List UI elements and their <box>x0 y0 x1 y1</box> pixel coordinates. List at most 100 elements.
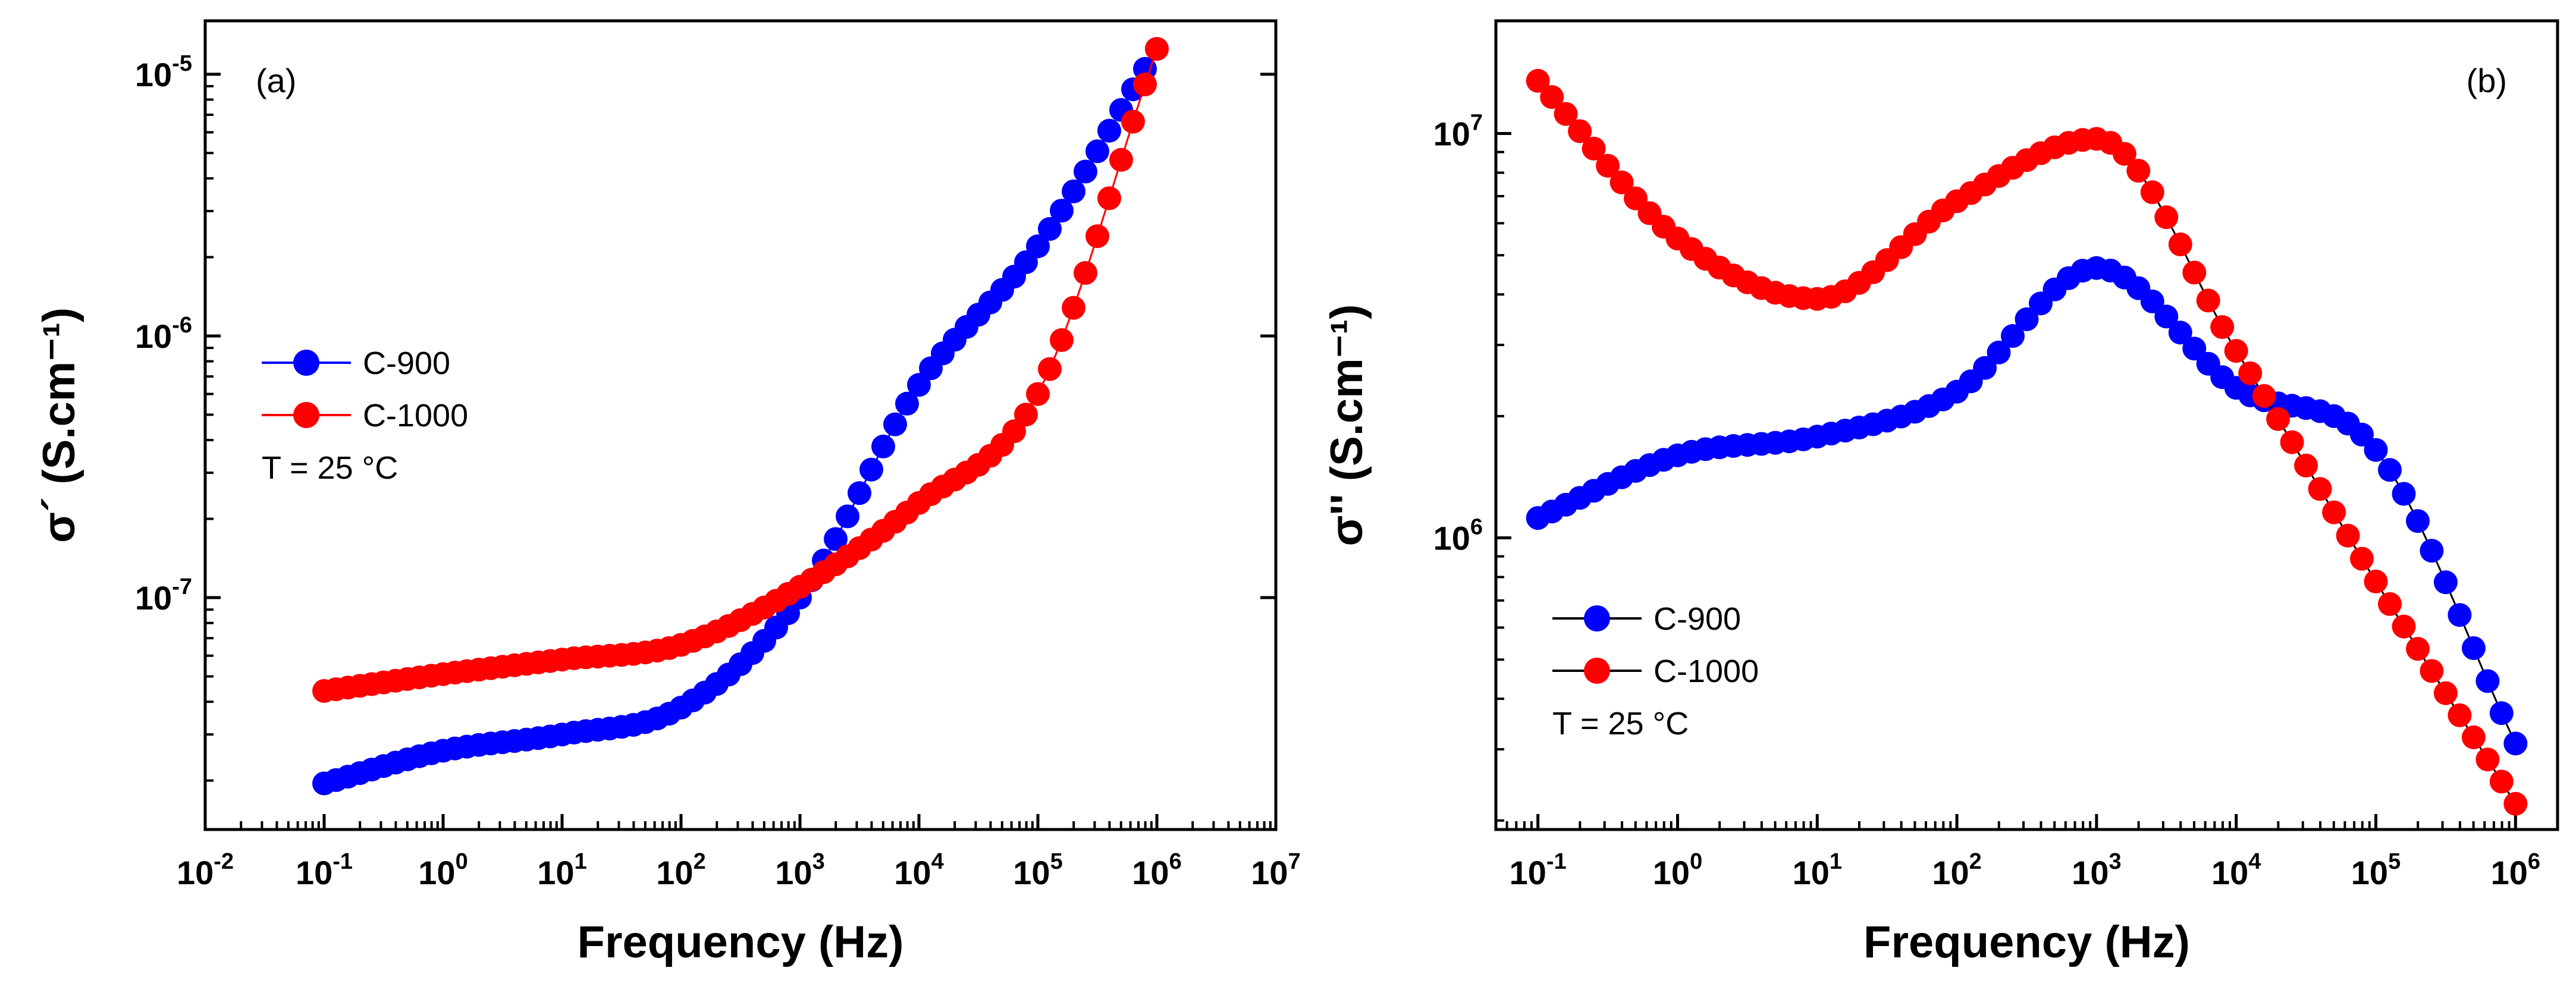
data-point <box>1133 73 1157 96</box>
x-tick-label: 101 <box>1793 849 1842 891</box>
data-point <box>2308 477 2332 501</box>
data-point <box>2126 159 2151 183</box>
legend-label: C-1000 <box>363 398 468 433</box>
legend-note: T = 25 °C <box>1552 706 1689 741</box>
data-point <box>871 434 895 458</box>
y-axis-title: σ'' (S.cm⁻¹) <box>1322 304 1372 546</box>
x-tick-label: 105 <box>2351 849 2401 891</box>
data-point <box>2140 180 2164 205</box>
plot-frame <box>1494 19 2559 831</box>
data-point <box>1026 382 1050 406</box>
data-point <box>1582 136 1606 161</box>
data-point <box>2364 438 2388 462</box>
y-axis-title: σ´ (S.cm⁻¹) <box>34 307 84 543</box>
data-point <box>1987 340 2011 365</box>
data-point <box>2448 603 2472 627</box>
x-axis-title: Frequency (Hz) <box>578 917 904 967</box>
data-point <box>1085 224 1109 249</box>
x-tick-label: 104 <box>2211 849 2261 891</box>
data-point <box>2350 546 2374 571</box>
data-point <box>848 481 871 505</box>
data-point <box>2420 659 2444 683</box>
data-point <box>2503 791 2528 816</box>
data-point <box>1097 186 1121 210</box>
data-point <box>1085 139 1109 164</box>
data-point <box>2448 703 2472 727</box>
data-point <box>1002 419 1026 444</box>
data-point <box>1568 119 1592 143</box>
data-point <box>859 457 883 482</box>
x-tick-label: 10-1 <box>296 849 353 891</box>
legend-note: T = 25 °C <box>262 450 398 486</box>
x-tick-label: 105 <box>1013 849 1062 891</box>
data-point <box>2336 523 2360 548</box>
panel-label: (b) <box>2467 62 2507 99</box>
data-point <box>2489 769 2514 794</box>
panel-a: 10-2 10-1 100 101 102 103 104 105 106 107 10-7 10-6… <box>34 19 1301 967</box>
data-point <box>1554 102 1578 126</box>
legend-marker <box>293 402 319 428</box>
plot-frame <box>203 19 1278 831</box>
data-point <box>2364 569 2388 593</box>
x-tick-label: 100 <box>1653 849 1702 891</box>
data-point <box>2475 669 2500 693</box>
data-point <box>2168 321 2192 345</box>
data-point <box>1097 118 1121 143</box>
data-point <box>2350 422 2374 447</box>
data-point <box>2294 453 2318 477</box>
x-tick-label: 107 <box>1251 849 1300 891</box>
legend-label: C-1000 <box>1653 653 1759 689</box>
data-point <box>1609 170 1634 194</box>
legend-label: C-900 <box>1653 601 1741 637</box>
data-point <box>2406 509 2430 533</box>
data-point <box>824 527 848 551</box>
data-point <box>895 391 919 416</box>
data-point <box>2154 205 2179 230</box>
x-tick-label: 101 <box>537 849 586 891</box>
x-tick-label: 104 <box>894 849 943 891</box>
data-point <box>2322 500 2346 524</box>
data-point <box>1973 356 1997 380</box>
data-point <box>1014 403 1038 427</box>
data-point <box>2461 725 2486 749</box>
data-point <box>1062 296 1085 320</box>
data-point <box>1026 234 1050 259</box>
legend-label: C-900 <box>363 345 450 381</box>
y-tick-label: 106 <box>1433 515 1483 557</box>
x-axis-title: Frequency (Hz) <box>1863 917 2190 967</box>
data-point <box>2489 701 2514 725</box>
legend-marker <box>293 350 319 376</box>
data-point <box>883 412 907 436</box>
data-point <box>2001 324 2025 348</box>
data-point <box>1596 153 1620 178</box>
x-tick-label: 102 <box>656 849 705 891</box>
panel-b: 10-1 100 101 102 103 104 105 106 106 107 Frequency… <box>1322 19 2559 967</box>
y-tick-label: 10-6 <box>135 313 192 355</box>
data-point <box>907 373 931 397</box>
x-tick-label: 10-1 <box>1510 849 1567 891</box>
data-point <box>2503 731 2528 756</box>
data-point <box>2182 260 2207 285</box>
data-point <box>2182 337 2207 361</box>
data-point <box>1050 199 1074 223</box>
data-point <box>836 504 859 529</box>
legend-marker <box>1584 605 1610 631</box>
data-point <box>1050 328 1074 352</box>
data-point <box>1109 147 1133 172</box>
data-point <box>2392 614 2416 639</box>
data-point <box>2224 339 2248 363</box>
data-point <box>2406 637 2430 661</box>
y-tick-label: 107 <box>1433 111 1483 153</box>
data-point <box>2461 636 2486 660</box>
x-tick-label: 102 <box>1932 849 1981 891</box>
data-point <box>2238 361 2263 385</box>
data-point <box>1624 186 1648 210</box>
series-c-1000 <box>1526 68 2528 816</box>
data-point <box>1062 179 1085 203</box>
data-point <box>2378 592 2402 616</box>
x-tick-label: 106 <box>2491 849 2540 891</box>
data-point <box>1121 109 1145 134</box>
data-point <box>2210 315 2235 339</box>
data-point <box>1540 85 1564 109</box>
